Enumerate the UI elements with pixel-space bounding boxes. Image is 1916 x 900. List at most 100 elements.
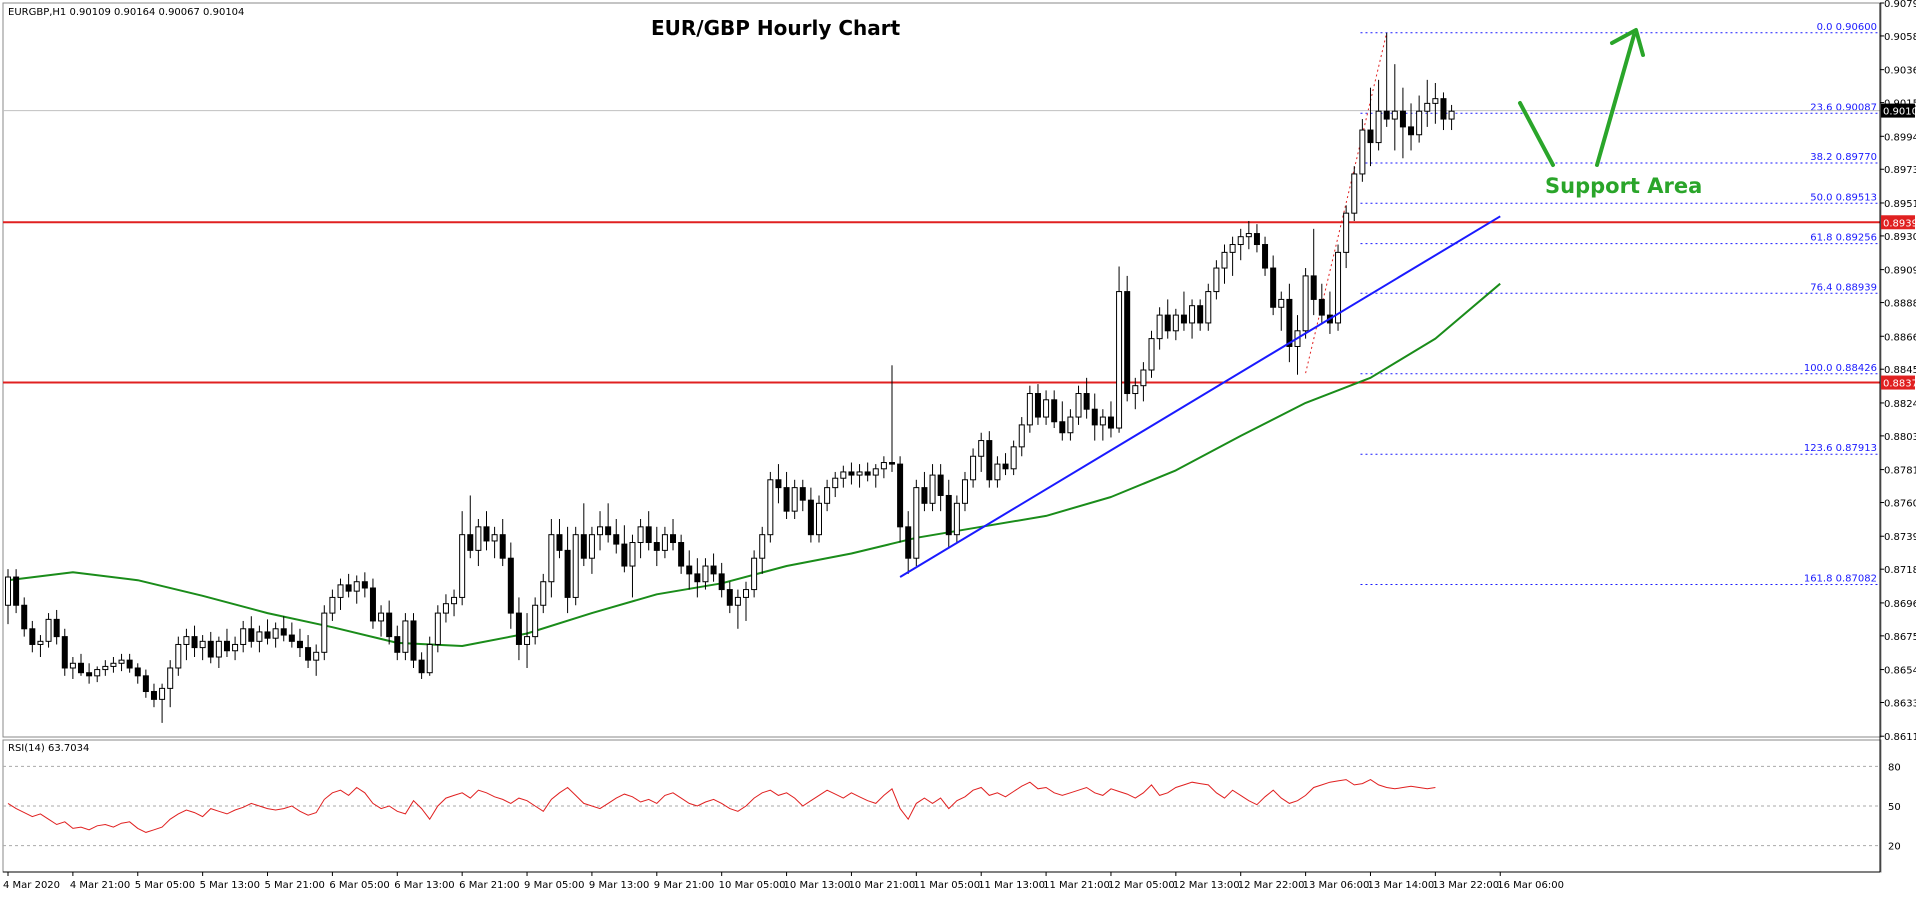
candle-body xyxy=(451,596,458,605)
candle-body xyxy=(1318,298,1325,316)
candle-body xyxy=(734,596,741,606)
candle-body xyxy=(953,502,960,536)
candle-body xyxy=(816,502,822,536)
candle-body xyxy=(759,534,766,559)
candle-body xyxy=(856,471,863,476)
candle-body xyxy=(1262,244,1269,269)
candle-body xyxy=(572,534,579,598)
candle-body xyxy=(329,596,336,614)
candle-body xyxy=(1310,275,1317,300)
candle-body xyxy=(515,612,522,645)
candle-body xyxy=(183,636,190,645)
trendline-line[interactable] xyxy=(899,215,1501,578)
candle-body xyxy=(832,477,839,489)
candle-body xyxy=(1034,393,1041,418)
candle-body xyxy=(77,662,84,674)
level-price-label: 0.89392 xyxy=(1883,218,1916,229)
time-tick-label: 9 Mar 21:00 xyxy=(654,880,714,891)
fib-level-label: 76.4 0.88939 xyxy=(1810,282,1877,293)
candle-body xyxy=(248,628,255,642)
candle-body xyxy=(613,534,620,545)
candle-body xyxy=(191,636,198,649)
candle-body xyxy=(978,440,985,457)
candle-body xyxy=(1278,298,1285,308)
candle-body xyxy=(1213,267,1220,293)
candle-body xyxy=(1140,369,1147,387)
candle-body xyxy=(1059,421,1066,434)
candle-body xyxy=(207,640,214,658)
candle-body xyxy=(807,499,814,536)
candle-body xyxy=(1002,463,1009,470)
candle-body xyxy=(475,526,482,551)
time-tick-label: 6 Mar 21:00 xyxy=(459,880,519,891)
fib-level-label: 0.0 0.90600 xyxy=(1817,22,1877,33)
candle-body xyxy=(280,628,287,636)
candle-body xyxy=(621,543,628,567)
rsi-indicator: 80 50 20 xyxy=(3,762,1901,853)
candle-body xyxy=(775,479,782,489)
fib-level-label: 50.0 0.89513 xyxy=(1810,192,1877,203)
price-pane xyxy=(2,2,1882,738)
candle-body xyxy=(118,659,125,664)
candle-body xyxy=(1116,291,1123,429)
candle-body xyxy=(686,565,693,575)
candle-body xyxy=(1424,102,1431,112)
candle-body xyxy=(94,669,101,677)
time-tick-label: 13 Mar 06:00 xyxy=(1303,880,1370,891)
candle-body xyxy=(37,640,44,645)
candle-body xyxy=(1399,110,1406,128)
candle-body xyxy=(102,665,109,671)
candle-body xyxy=(321,612,328,653)
candle-body xyxy=(880,462,887,470)
candle-body xyxy=(905,526,912,559)
candle-body xyxy=(296,640,303,649)
fib-level-label: 23.6 0.90087 xyxy=(1810,102,1877,113)
candle-body xyxy=(718,573,725,591)
candle-body xyxy=(418,659,425,674)
time-tick-label: 11 Mar 05:00 xyxy=(913,880,980,891)
candle-body xyxy=(1221,251,1228,269)
price-tick-label: 0.86115 xyxy=(1884,732,1916,743)
candle-body xyxy=(1043,399,1050,418)
rsi-tick-label: 20 xyxy=(1888,842,1901,853)
candle-body xyxy=(394,636,401,653)
time-tick-label: 13 Mar 14:00 xyxy=(1367,880,1434,891)
time-tick-label: 9 Mar 05:00 xyxy=(524,880,584,891)
candle-body xyxy=(1270,267,1277,308)
price-tick-label: 0.90155 xyxy=(1884,99,1916,110)
candle-body xyxy=(824,487,831,504)
candle-body xyxy=(1302,275,1309,332)
candle-body xyxy=(272,628,279,639)
candle-body xyxy=(142,675,149,693)
candle-body xyxy=(840,471,847,479)
candle-body xyxy=(507,557,514,614)
candle-body xyxy=(150,691,157,700)
fib-level-label: 161.8 0.87082 xyxy=(1804,574,1877,585)
candle-body xyxy=(1229,244,1236,253)
candle-body xyxy=(13,576,20,606)
candle-body xyxy=(597,526,604,536)
candle-body xyxy=(1351,173,1358,214)
candle-body xyxy=(799,487,806,501)
candle-body xyxy=(1099,416,1106,426)
candle-body xyxy=(175,643,182,669)
fib-level-label: 61.8 0.89256 xyxy=(1810,233,1877,244)
candle-body xyxy=(1172,314,1179,332)
candle-body xyxy=(1391,110,1398,120)
candle-body xyxy=(1107,416,1114,429)
time-axis: 4 Mar 2020 4 Mar 21:00 5 Mar 05:00 5 Mar 13… xyxy=(3,871,1880,891)
candle-body xyxy=(783,487,790,512)
candle-body xyxy=(767,479,774,536)
candle-body xyxy=(378,612,385,622)
price-tick-label: 0.86755 xyxy=(1884,632,1916,643)
candle-body xyxy=(1416,110,1423,136)
price-tick-label: 0.87605 xyxy=(1884,499,1916,510)
